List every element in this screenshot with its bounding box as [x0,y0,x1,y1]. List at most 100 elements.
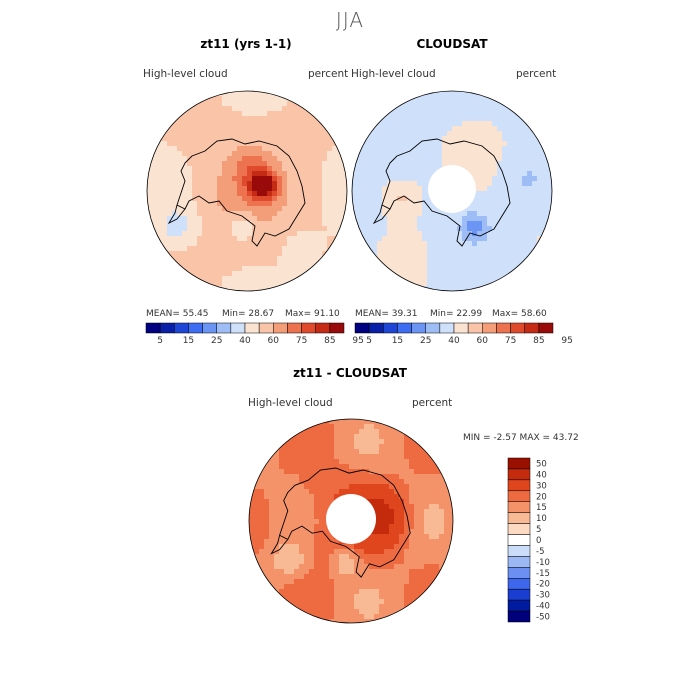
data-cell [274,594,280,600]
colorbar-swatch [159,322,175,334]
data-cell [334,479,340,485]
data-cell [212,226,218,232]
data-cell [359,589,365,595]
data-cell [222,111,228,117]
colorbar-tick-label: 40 [536,470,547,480]
data-cell [207,191,213,197]
data-cell [277,171,283,177]
data-cell [409,569,415,575]
data-cell [327,146,333,152]
data-cell [497,171,503,177]
data-cell [337,236,343,242]
data-cell [284,504,290,510]
data-cell [339,579,345,585]
data-cell [307,121,313,127]
data-cell [372,131,378,137]
data-cell [294,599,300,605]
data-cell [382,136,388,142]
data-cell [352,226,358,232]
data-cell [439,464,445,470]
data-cell [354,439,360,445]
data-cell [319,434,325,440]
data-cell [269,479,275,485]
data-cell [322,176,328,182]
data-cell [334,594,340,600]
data-cell [269,589,275,595]
data-cell [512,171,518,177]
data-cell [319,474,325,480]
data-cell [389,419,395,425]
data-cell [429,534,435,540]
data-cell [192,106,198,112]
data-cell [352,176,358,182]
data-cell [289,444,295,450]
data-cell [217,101,223,107]
data-cell [372,181,378,187]
data-cell [187,126,193,132]
data-cell [202,231,208,237]
data-cell [167,171,173,177]
data-cell [477,111,483,117]
data-cell [247,111,253,117]
data-cell [409,534,415,540]
data-cell [294,434,300,440]
data-cell [522,191,528,197]
data-cell [512,136,518,142]
data-cell [319,439,325,445]
data-cell [407,241,413,247]
data-cell [314,474,320,480]
data-cell [319,494,325,500]
data-cell [274,544,280,550]
data-cell [269,519,275,525]
data-cell [419,599,425,605]
data-cell [442,126,448,132]
data-cell [497,221,503,227]
data-cell [284,579,290,585]
data-cell [162,236,168,242]
data-cell [349,424,355,430]
data-cell [389,569,395,575]
data-cell [439,489,445,495]
data-cell [412,216,418,222]
data-cell [527,171,533,177]
data-cell [392,266,398,272]
data-cell [532,126,538,132]
data-cell [357,211,363,217]
data-cell [407,146,413,152]
data-cell [147,201,153,207]
data-cell [279,599,285,605]
colorbar-swatch [397,322,412,334]
data-cell [379,489,385,495]
data-cell [317,206,323,212]
data-cell [217,146,223,152]
data-cell [182,271,188,277]
data-cell [377,256,383,262]
data-cell [542,166,548,172]
data-cell [252,251,258,257]
data-cell [399,444,405,450]
data-cell [257,121,263,127]
data-cell [387,146,393,152]
data-cell [157,131,163,137]
data-cell [202,106,208,112]
data-cell [384,474,390,480]
data-cell [264,549,270,555]
data-cell [289,429,295,435]
data-cell [379,554,385,560]
data-cell [437,141,443,147]
data-cell [247,176,253,182]
data-cell [344,424,350,430]
data-cell [297,266,303,272]
data-cell [324,434,330,440]
data-cell [314,604,320,610]
colorbar-tick-label: 95 [352,336,363,346]
data-cell [192,266,198,272]
data-cell [492,151,498,157]
data-cell [424,449,430,455]
data-cell [367,211,373,217]
data-cell [337,196,343,202]
data-cell [282,126,288,132]
data-cell [254,549,260,555]
data-cell [487,186,493,192]
